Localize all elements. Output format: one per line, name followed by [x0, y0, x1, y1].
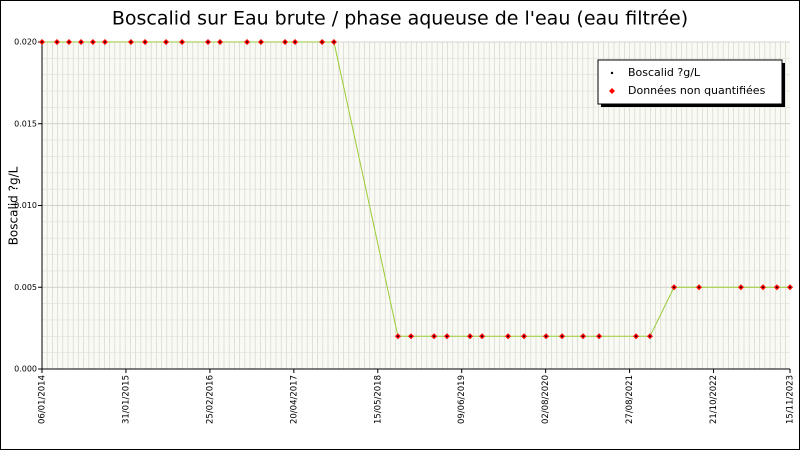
data-dot: [740, 286, 742, 289]
data-dot: [165, 41, 167, 43]
chart-title: Boscalid sur Eau brute / phase aqueuse d…: [112, 8, 688, 30]
data-dot: [598, 335, 600, 338]
data-dot: [762, 286, 764, 289]
data-dot: [80, 41, 82, 43]
legend-label: Boscalid ?g/L: [628, 66, 701, 79]
data-dot: [649, 335, 651, 338]
data-dot: [260, 41, 262, 43]
x-tick-label: 21/10/2022: [709, 375, 719, 424]
y-tick-label: 0.015: [14, 119, 37, 128]
data-dot: [397, 335, 399, 338]
data-dot: [446, 335, 448, 338]
data-dot: [321, 41, 323, 43]
data-dot: [294, 41, 296, 43]
data-dot: [776, 286, 778, 289]
data-dot: [130, 41, 132, 43]
x-tick-label: 25/02/2016: [205, 375, 215, 424]
data-dot: [104, 41, 106, 43]
x-tick-label: 06/01/2014: [38, 375, 48, 424]
data-dot: [41, 41, 43, 43]
data-dot: [56, 41, 58, 43]
legend-label: Données non quantifiées: [628, 84, 766, 97]
data-dot: [523, 335, 525, 338]
x-tick-label: 02/08/2020: [541, 375, 551, 424]
x-tick-label: 15/05/2018: [373, 375, 383, 424]
legend-box: [597, 59, 783, 105]
data-dot: [144, 41, 146, 43]
x-tick-label: 15/11/2023: [786, 375, 796, 424]
data-dot: [635, 335, 637, 338]
data-dot: [246, 41, 248, 43]
data-dot: [181, 41, 183, 43]
data-dot: [68, 41, 70, 43]
legend-marker: [609, 88, 615, 94]
data-dot: [333, 41, 335, 43]
data-dot: [507, 335, 509, 338]
y-tick-label: 0.010: [14, 201, 37, 210]
data-dot: [582, 335, 584, 338]
y-tick-label: 0.005: [14, 283, 37, 292]
data-dot: [698, 286, 700, 289]
legend-marker: [610, 71, 614, 75]
data-dot: [433, 335, 435, 338]
data-dot: [284, 41, 286, 43]
data-dot: [207, 41, 209, 43]
data-dot: [410, 335, 412, 338]
legend: Boscalid ?g/L Données non quantifiées: [597, 59, 785, 107]
data-dot: [219, 41, 221, 43]
y-axis-label: Boscalid ?g/L: [7, 166, 21, 245]
data-dot: [545, 335, 547, 338]
x-tick-label: 27/08/2021: [625, 375, 635, 424]
data-dot: [469, 335, 471, 338]
data-dot: [789, 286, 791, 289]
y-tick-label: 0.000: [14, 365, 37, 374]
x-tick-label: 20/04/2017: [289, 375, 299, 424]
data-dot: [92, 41, 94, 43]
x-tick-label: 31/01/2015: [121, 375, 131, 424]
data-dot: [673, 286, 675, 289]
x-tick-label: 09/06/2019: [457, 375, 467, 424]
y-tick-label: 0.020: [14, 38, 37, 47]
data-dot: [561, 335, 563, 338]
data-dot: [481, 335, 483, 338]
